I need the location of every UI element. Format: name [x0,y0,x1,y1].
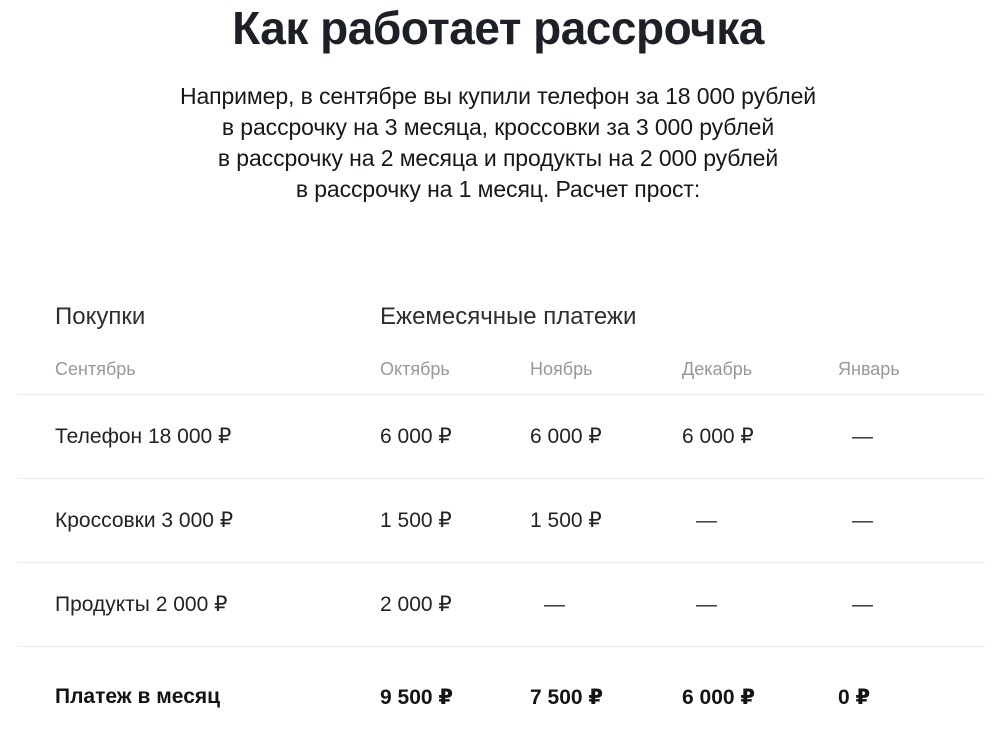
table-total-row: Платеж в месяц 9 500 ₽ 7 500 ₽ 6 000 ₽ 0… [0,647,996,747]
payment-cell: — [852,508,873,532]
intro-line: в рассрочку на 2 месяца и продукты на 2 … [217,145,779,171]
intro-line: Например, в сентябре вы купили телефон з… [179,83,817,109]
payment-cell: — [544,592,565,616]
monthly-payments-group-header: Ежемесячные платежи [380,303,637,330]
payment-cell: 6 000 ₽ [380,425,452,448]
purchase-label: Телефон 18 000 ₽ [55,425,232,448]
page-title: Как работает рассрочка [232,2,764,54]
payment-cell: — [852,592,873,616]
purchase-label: Продукты 2 000 ₽ [55,593,228,616]
payment-cell: 1 500 ₽ [380,509,452,532]
payment-cell: 2 000 ₽ [380,593,452,616]
month-column-october: Октябрь [380,359,450,379]
payment-cell: — [852,424,873,448]
month-column-december: Декабрь [682,359,753,379]
month-column-november: Ноябрь [530,359,593,379]
total-label: Платеж в месяц [55,685,221,708]
row-divider [18,646,985,647]
payment-cell: — [696,592,717,616]
table-group-header-row: Покупки Ежемесячные платежи [0,299,996,346]
table-row-phone: Телефон 18 000 ₽ 6 000 ₽ 6 000 ₽ 6 000 ₽… [0,395,996,478]
purchases-group-header: Покупки [55,303,146,330]
total-cell: 9 500 ₽ [380,685,453,709]
total-cell: 6 000 ₽ [682,685,755,709]
table-month-header-row: Сентябрь Октябрь Ноябрь Декабрь Январь [0,346,996,394]
table-row-sneakers: Кроссовки 3 000 ₽ 1 500 ₽ 1 500 ₽ — — [0,479,996,562]
payment-cell: 6 000 ₽ [682,425,754,448]
row-divider [18,394,985,395]
payment-schedule-table: Покупки Ежемесячные платежи Сентябрь Окт… [0,299,996,747]
total-cell: 0 ₽ [838,685,871,709]
payment-cell: 1 500 ₽ [530,509,602,532]
row-divider [18,478,985,479]
payment-cell: 6 000 ₽ [530,425,602,448]
intro-line: в рассрочку на 3 месяца, кроссовки за 3 … [221,114,775,140]
payment-cell: — [696,508,717,532]
purchase-label: Кроссовки 3 000 ₽ [55,509,234,532]
month-column-january: Январь [838,359,900,379]
month-column-september: Сентябрь [55,359,136,379]
intro-line: в рассрочку на 1 месяц. Расчет прост: [295,176,701,202]
row-divider [18,562,985,563]
table-row-groceries: Продукты 2 000 ₽ 2 000 ₽ — — — [0,563,996,646]
total-cell: 7 500 ₽ [530,685,603,709]
intro-text: Например, в сентябре вы купили телефон з… [0,81,996,205]
